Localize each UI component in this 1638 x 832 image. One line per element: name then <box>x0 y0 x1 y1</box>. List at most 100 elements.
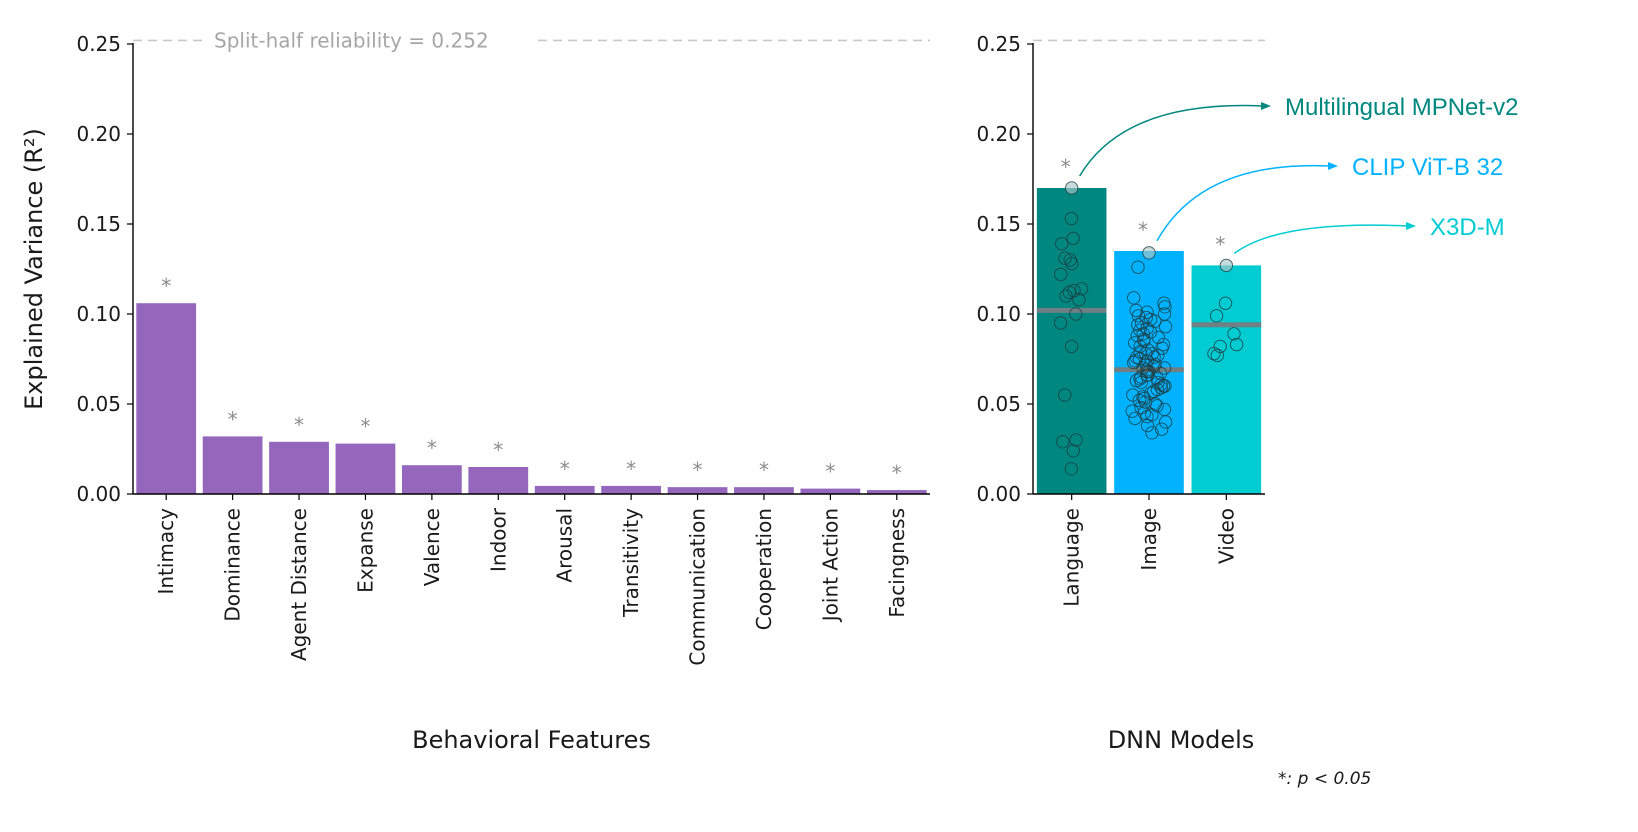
model-point <box>1074 282 1089 296</box>
bar-dominance <box>202 436 263 494</box>
model-point <box>1069 307 1083 321</box>
x-tick-label: Transitivity <box>619 508 643 618</box>
x-tick-label: Intimacy <box>154 508 178 595</box>
annotation-arrow-language <box>1079 104 1264 177</box>
model-point <box>1134 375 1148 390</box>
x-tick-label: Communication <box>686 508 710 666</box>
model-point <box>1127 291 1141 305</box>
significance-star: * <box>493 438 503 462</box>
significance-star: * <box>427 436 437 460</box>
annotation-arrowhead-image <box>1328 162 1338 170</box>
y-tick-label: 0.05 <box>76 392 121 416</box>
y-tick-label: 0.25 <box>76 32 121 56</box>
model-point <box>1147 350 1161 364</box>
x-tick-label: Agent Distance <box>287 508 311 661</box>
model-point <box>1143 325 1158 339</box>
significance-footnote: *: p < 0.05 <box>1278 769 1371 789</box>
behavioral-x-ticks: Intimacy Dominance Agent Distance Expanse Va… <box>154 494 909 666</box>
model-point <box>1064 339 1079 354</box>
model-point <box>1209 309 1224 323</box>
model-point <box>1064 462 1079 476</box>
model-point <box>1054 237 1069 251</box>
model-point <box>1134 370 1148 384</box>
model-point <box>1128 411 1142 426</box>
model-point <box>1065 256 1079 271</box>
model-point <box>1132 393 1147 408</box>
best-model-annotations: Multilingual MPNet-v2 CLIP ViT-B 32 X3D-M <box>1079 94 1518 255</box>
model-point <box>1158 319 1173 334</box>
x-tick-label: Expanse <box>353 508 377 593</box>
model-point <box>1059 289 1073 303</box>
model-point <box>1066 444 1080 458</box>
x-tick-label: Valence <box>420 508 444 586</box>
model-point <box>1131 309 1146 323</box>
bar-joint-action <box>800 488 861 494</box>
dnn-model-points <box>1053 181 1244 476</box>
model-point <box>1064 211 1079 226</box>
bar-facingness <box>866 490 927 494</box>
bar-arousal <box>534 485 595 494</box>
model-point <box>1131 260 1145 274</box>
bar-indoor <box>468 467 529 494</box>
model-point <box>1136 327 1150 341</box>
dnn-y-ticks: 0.00 0.05 0.10 0.15 0.20 0.25 <box>976 32 1033 506</box>
bar-language <box>1036 188 1107 494</box>
model-point <box>1210 348 1225 363</box>
model-point <box>1140 418 1155 433</box>
model-point <box>1158 300 1172 314</box>
model-point <box>1054 267 1068 282</box>
x-tick-label: Joint Action <box>818 508 842 623</box>
behavioral-y-ticks: 0.00 0.05 0.10 0.15 0.20 0.25 <box>76 32 133 506</box>
significance-star: * <box>1061 155 1071 179</box>
best-model-label-language: Multilingual MPNet-v2 <box>1285 94 1518 121</box>
y-tick-label: 0.15 <box>976 212 1021 236</box>
y-tick-label: 0.10 <box>76 302 121 326</box>
reliability-label-background <box>206 30 532 51</box>
model-point <box>1066 231 1080 246</box>
significance-star: * <box>360 415 370 439</box>
model-point <box>1158 415 1173 429</box>
model-point <box>1207 346 1221 361</box>
significance-star: * <box>825 460 835 484</box>
best-model-label-video: X3D-M <box>1430 214 1505 241</box>
significance-star: * <box>560 457 570 481</box>
x-tick-label: Video <box>1214 508 1238 564</box>
y-tick-label: 0.00 <box>76 482 121 506</box>
model-point <box>1145 426 1159 440</box>
dnn-x-ticks: Language Image Video <box>1060 494 1238 607</box>
bar-valence <box>401 465 462 494</box>
bar-communication <box>667 487 728 494</box>
annotation-arrowhead-language <box>1261 102 1271 110</box>
model-point <box>1058 388 1072 402</box>
y-tick-label: 0.15 <box>76 212 121 236</box>
x-tick-label: Cooperation <box>752 508 776 630</box>
model-point <box>1056 435 1070 449</box>
y-tick-label: 0.20 <box>76 122 121 146</box>
bar-cooperation <box>734 487 794 494</box>
significance-star: * <box>161 274 171 298</box>
model-point <box>1053 316 1068 330</box>
significance-star: * <box>626 457 636 481</box>
model-point <box>1130 328 1144 343</box>
dnn-models-panel: * * * 0.00 0.05 0.10 0.15 0.20 0.25 Language Ima… <box>976 32 1518 754</box>
dnn-significance-markers: * * * <box>1061 155 1226 256</box>
significance-star: * <box>892 461 902 485</box>
dnn-x-axis-title: DNN Models <box>1108 726 1255 754</box>
x-tick-label: Facingness <box>885 508 909 618</box>
significance-star: * <box>294 413 304 437</box>
significance-star: * <box>1138 218 1148 242</box>
model-point <box>1069 433 1083 447</box>
x-tick-label: Language <box>1060 508 1084 607</box>
y-tick-label: 0.10 <box>976 302 1021 326</box>
model-point <box>1154 422 1169 436</box>
bar-agent-distance <box>269 441 329 494</box>
significance-star: * <box>693 458 703 482</box>
annotation-arrow-image <box>1156 164 1331 242</box>
x-tick-label: Arousal <box>553 508 577 583</box>
dnn-bars <box>1036 188 1262 494</box>
best-model-point <box>1219 258 1234 273</box>
model-point <box>1062 285 1077 300</box>
x-tick-label: Indoor <box>486 507 510 572</box>
significance-star: * <box>759 458 769 482</box>
